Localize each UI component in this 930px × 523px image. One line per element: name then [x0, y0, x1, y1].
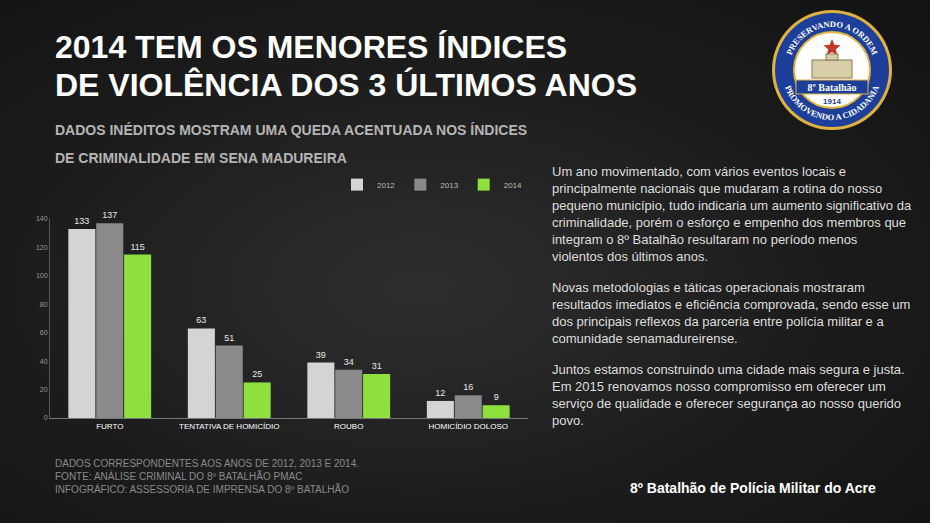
svg-text:20: 20 — [40, 386, 48, 393]
svg-text:137: 137 — [102, 210, 117, 220]
svg-text:25: 25 — [252, 369, 262, 379]
svg-text:PRESERVANDO A ORDEM: PRESERVANDO A ORDEM — [784, 19, 880, 56]
html-text:Um ano movimentado, com vários: Um ano movimentado, com vários eventos l… — [552, 164, 912, 264]
svg-text:2014: 2014 — [504, 181, 522, 190]
svg-text:12: 12 — [435, 388, 445, 398]
svg-text:51: 51 — [224, 333, 234, 343]
svg-text:120: 120 — [36, 244, 48, 251]
svg-text:1914: 1914 — [823, 97, 841, 106]
svg-text:60: 60 — [40, 329, 48, 336]
html-text:DE CRIMINALIDADE EM SENA MADUR: DE CRIMINALIDADE EM SENA MADUREIRA — [55, 150, 347, 166]
svg-text:0: 0 — [44, 414, 48, 421]
html-text:Novas metodologias e táticas o: Novas metodologias e táticas operacionai… — [552, 280, 911, 346]
svg-text:100: 100 — [36, 272, 48, 279]
svg-text:PROMOVENDO A CIDADANIA: PROMOVENDO A CIDADANIA — [783, 83, 881, 122]
svg-text:133: 133 — [74, 216, 89, 226]
html-text:2014 TEM OS MENORES ÍNDICES: 2014 TEM OS MENORES ÍNDICES — [55, 29, 568, 65]
svg-text:39: 39 — [316, 350, 326, 360]
svg-text:31: 31 — [372, 361, 382, 371]
svg-text:FURTO: FURTO — [96, 422, 123, 431]
html-text:FONTE: ANÁLISE CRIMINAL DO 8º: FONTE: ANÁLISE CRIMINAL DO 8º BATALHÃO P… — [55, 471, 303, 482]
svg-text:40: 40 — [40, 358, 48, 365]
svg-text:140: 140 — [36, 215, 48, 222]
svg-text:2013: 2013 — [440, 181, 458, 190]
html-text:8º Batalhão de Polícia Militar: 8º Batalhão de Polícia Militar do Acre — [630, 480, 876, 496]
html-text:DE VIOLÊNCIA DOS 3 ÚLTIMOS ANO: DE VIOLÊNCIA DOS 3 ÚLTIMOS ANOS — [55, 67, 637, 103]
svg-text:8º Batalhão: 8º Batalhão — [807, 82, 856, 93]
svg-text:63: 63 — [196, 315, 206, 325]
html-text:DADOS CORRESPONDENTES AOS ANOS: DADOS CORRESPONDENTES AOS ANOS DE 2012, … — [55, 458, 359, 469]
svg-text:80: 80 — [40, 301, 48, 308]
svg-text:TENTATIVA DE HOMICÍDIO: TENTATIVA DE HOMICÍDIO — [179, 422, 279, 431]
svg-text:16: 16 — [463, 382, 473, 392]
svg-text:ROUBO: ROUBO — [334, 422, 363, 431]
svg-text:9: 9 — [494, 392, 499, 402]
svg-text:34: 34 — [344, 357, 354, 367]
html-text:INFOGRÁFICO: ASSESSORIA DE IMP: INFOGRÁFICO: ASSESSORIA DE IMPRENSA DO 8… — [55, 484, 349, 495]
svg-text:HOMICÍDIO DOLOSO: HOMICÍDIO DOLOSO — [428, 422, 508, 431]
html-text:Juntos estamos construindo uma: Juntos estamos construindo uma cidade ma… — [552, 362, 905, 428]
svg-text:2012: 2012 — [377, 181, 395, 190]
svg-text:115: 115 — [130, 242, 144, 252]
html-text:DADOS INÉDITOS MOSTRAM UMA QUE: DADOS INÉDITOS MOSTRAM UMA QUEDA ACENTUA… — [55, 122, 528, 138]
